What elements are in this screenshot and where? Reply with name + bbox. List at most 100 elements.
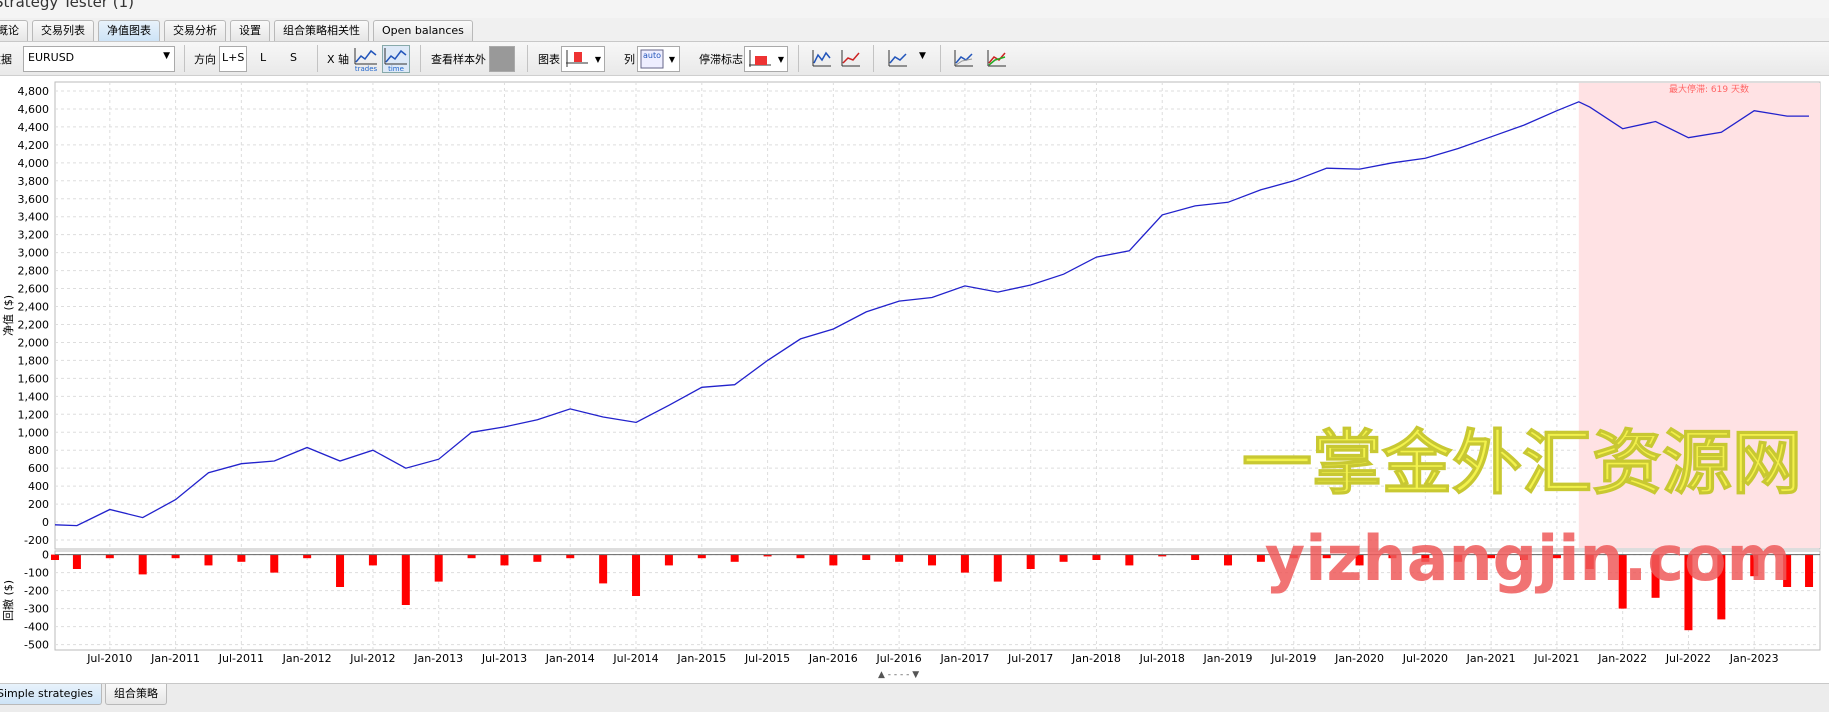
oos-label: 查看样本外 [431,53,486,66]
stagnation-icon: ▼ [749,50,785,67]
tab[interactable]: 组合策略相关性 [274,20,369,41]
y-tick-label: -300 [24,603,49,616]
chart-icon[interactable] [840,49,860,67]
drawdown-bar [993,554,1002,582]
x-tick-label: Jan-2022 [1597,652,1647,665]
x-trades-icon[interactable]: trades [353,46,379,72]
y-tick-label: 2,400 [18,301,50,314]
direction-button[interactable]: L+S [219,46,247,72]
y-tick-label: 200 [28,498,49,511]
equity-chart: ▲ - - - - ▼ -200 0 200 400 600 800 1,000 1,200 1… [1,81,1821,680]
drawdown-bar [51,554,59,560]
y-tick-label: 3,600 [18,193,50,206]
x-tick-label: Jan-2016 [808,652,858,665]
drawdown-bar [1421,554,1430,562]
stagnation-annotation: 最大停滞: 619 天数 [1669,83,1749,95]
x-tick-label: Jan-2023 [1729,652,1779,665]
tab[interactable]: 设置 [230,20,270,41]
x-tick-label: Jan-2018 [1071,652,1121,665]
svg-text:▼: ▼ [595,55,602,64]
tab[interactable]: Open balances [373,20,473,41]
drawdown-bar [796,554,805,559]
tab[interactable]: 交易分析 [164,20,226,41]
drawdown-bar [72,554,81,569]
bottom-tab[interactable]: Simple strategies [0,684,102,705]
oos-toggle[interactable] [489,46,515,72]
equity-line [54,101,1809,527]
drawdown-bar [401,554,410,605]
chart-type-select[interactable]: ▼ [561,46,605,72]
drawdown-bar [1026,554,1035,569]
svg-text:▼: ▼ [778,55,785,64]
x-tick-label: Jul-2018 [1139,652,1185,665]
x-tick-label: Jul-2017 [1007,652,1053,665]
dropdown-arrow[interactable]: ▼ [919,51,926,61]
drawdown-bar [1289,554,1298,559]
y-tick-label: 2,600 [18,283,50,296]
drawdown-bar [1125,554,1134,566]
x-option: time [388,65,404,72]
equity-plot [54,81,1821,550]
drawdown-bar [1783,554,1792,587]
x-option: trades [355,65,378,72]
direction: L+S [222,51,245,64]
tab[interactable]: 概论 [0,20,28,41]
chart-icon[interactable] [811,49,831,67]
separator [873,45,874,72]
columns-label: 列 [624,53,635,66]
x-time-icon[interactable]: time [382,45,410,73]
bottom-tab-bar: Simple strategies 组合策略 [0,683,1829,712]
columns-select[interactable]: auto ▼ [637,46,680,72]
svg-text:▼: ▼ [669,55,676,64]
bottom-tab[interactable]: 组合策略 [104,684,167,705]
separator [940,45,941,72]
x-tick-label: Jul-2010 [86,652,132,665]
x-tick-label: Jul-2011 [218,652,264,665]
y-tick-label: -500 [24,639,49,652]
y-tick-label: 3,200 [18,229,50,242]
tab[interactable]: 交易列表 [32,20,94,41]
x-tick-label: Jan-2017 [939,652,989,665]
x-tick-label: Jul-2015 [744,652,790,665]
direction[interactable]: S [290,51,297,64]
y-tick-label: 4,600 [18,103,50,116]
x-tick-label: Jul-2019 [1270,652,1316,665]
direction[interactable]: L [260,51,267,64]
y-tick-label: 1,600 [18,372,50,385]
splitter[interactable]: ▲ - - - - ▼ [878,670,919,680]
chart-icon[interactable] [953,49,973,67]
y-tick-label: 600 [28,462,49,475]
drawdown-bar [467,554,476,559]
y-tick-label: 1,000 [18,426,50,439]
drawdown-bar [960,554,969,573]
x-tick-label: Jan-2015 [676,652,726,665]
y-tick-label: 1,400 [18,390,50,403]
drawdown-bar [1805,554,1814,587]
chart-icon[interactable] [986,49,1006,67]
drawdown-bar [928,554,937,566]
x-tick-label: Jul-2014 [612,652,658,665]
title-bar: Strategy Tester (1) [0,0,1829,18]
dropdown-arrow: ▼ [163,51,170,61]
y-tick-label: -400 [24,621,49,634]
drawdown-bar [204,554,213,566]
y-tick-label: -100 [24,567,49,580]
x-tick-label: Jul-2012 [349,652,395,665]
chart-icon[interactable] [887,49,907,67]
y-tick-label: 0 [42,516,49,529]
symbol-select[interactable]: EURUSD ▼ [23,46,175,72]
y-tick-label: 4,000 [18,157,50,170]
drawdown-bar [697,554,706,559]
drawdown-bar [1191,554,1200,560]
x-tick-label: Jul-2020 [1402,652,1448,665]
x-tick-label: Jan-2013 [413,652,463,665]
tab-bar: 概论 交易列表 净值图表 交易分析 设置 组合策略相关性 Open balances [0,18,1829,42]
drawdown-bar [171,554,180,559]
stagnation-select[interactable]: ▼ [744,46,788,72]
y-tick-label: 2,800 [18,265,50,278]
tab[interactable]: 净值图表 [98,20,160,41]
drawdown-bar [599,554,608,584]
y-tick-label: 2,200 [18,318,50,331]
drawdown-bar [1684,554,1693,631]
